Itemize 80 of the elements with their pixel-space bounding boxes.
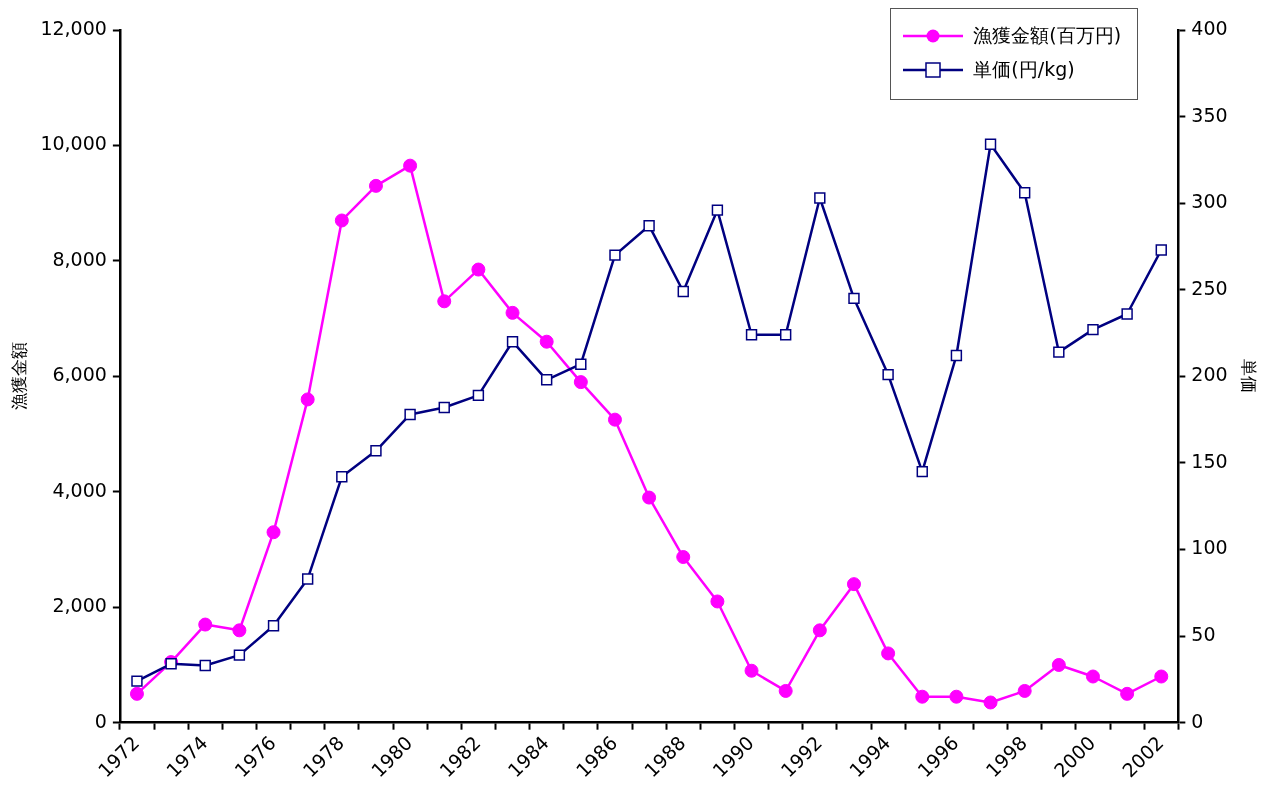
point (711, 204, 724, 216)
point (266, 525, 281, 540)
y-tick-label: 0 (94, 709, 107, 732)
point (607, 412, 622, 427)
y-tick-label: 2,000 (52, 594, 107, 617)
point (779, 329, 792, 341)
point (950, 349, 963, 362)
point (1087, 323, 1099, 336)
y2-tick-label: 150 (1191, 449, 1228, 472)
point (1154, 669, 1169, 684)
y-tick-label: 10,000 (40, 132, 107, 155)
point (471, 262, 486, 277)
y2-tick-label: 400 (1191, 16, 1228, 39)
point (1051, 657, 1066, 672)
point (404, 408, 416, 421)
point (403, 158, 418, 173)
point (199, 659, 211, 672)
y-tick-label: 6,000 (52, 363, 107, 386)
point (1121, 308, 1133, 320)
point (437, 294, 452, 309)
point (778, 683, 793, 698)
point (812, 623, 827, 638)
point (370, 445, 382, 457)
y2-tick-label: 0 (1191, 709, 1204, 732)
point (198, 617, 213, 632)
point (1017, 683, 1032, 698)
point (710, 594, 725, 609)
point (814, 192, 826, 204)
point (131, 675, 143, 687)
y2-tick-label: 50 (1191, 623, 1216, 646)
point (505, 305, 520, 320)
y-tick-label: 8,000 (52, 247, 107, 270)
point (1155, 244, 1167, 256)
y2-tick-label: 100 (1191, 536, 1228, 559)
point (916, 465, 928, 478)
y2-tick-label: 300 (1191, 190, 1228, 213)
point (232, 623, 247, 638)
point (745, 329, 758, 341)
point (573, 375, 588, 390)
point (539, 334, 554, 349)
point (983, 695, 998, 710)
point (301, 573, 314, 585)
legend-label: 単価(円/kg) (973, 57, 1075, 82)
y2-tick-label: 250 (1191, 276, 1228, 299)
point (881, 646, 896, 661)
point (575, 358, 587, 370)
point (506, 336, 519, 348)
point (949, 689, 964, 704)
point (540, 374, 553, 386)
point (676, 550, 691, 565)
y-tick-label: 4,000 (52, 478, 107, 501)
point (915, 689, 930, 704)
point (642, 490, 657, 505)
point (438, 401, 450, 414)
point (1120, 686, 1135, 701)
point (677, 285, 689, 298)
point (609, 249, 621, 261)
y-tick-label: 12,000 (40, 16, 107, 39)
point (1053, 346, 1065, 358)
y2-tick-label: 350 (1191, 103, 1228, 126)
y-axis-title: 漁獲金額 (8, 342, 29, 411)
point (300, 392, 315, 407)
legend-label: 漁獲金額(百万円) (973, 23, 1122, 48)
point (848, 292, 860, 305)
point (129, 686, 144, 701)
point (334, 213, 349, 228)
y2-axis-title: 単価 (1239, 359, 1260, 394)
point (1018, 187, 1031, 199)
point (472, 389, 485, 402)
point (984, 138, 997, 150)
point (882, 368, 894, 381)
point (846, 577, 861, 592)
point (1085, 669, 1100, 684)
point (233, 649, 246, 661)
point (643, 219, 655, 232)
point (267, 620, 280, 632)
point (368, 178, 383, 193)
point (336, 471, 348, 483)
point (744, 663, 759, 678)
y2-tick-label: 200 (1191, 363, 1228, 386)
